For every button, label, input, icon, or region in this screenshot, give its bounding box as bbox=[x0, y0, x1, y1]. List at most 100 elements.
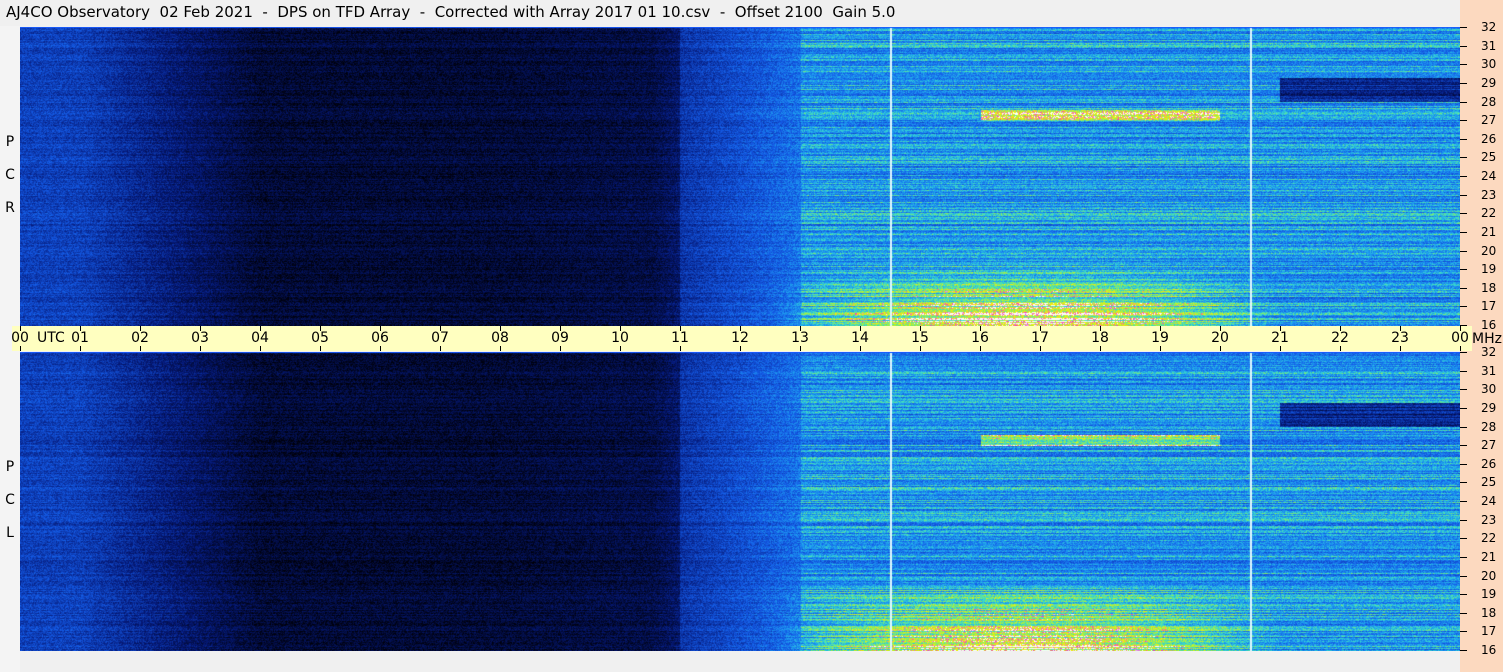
y-tick-mark bbox=[1460, 325, 1467, 326]
x-tick-mark bbox=[1220, 326, 1221, 331]
x-tick-mark bbox=[1100, 346, 1101, 351]
y-tick-label: 17 bbox=[1481, 299, 1497, 314]
x-tick-label: 04 bbox=[251, 330, 269, 346]
x-tick-mark bbox=[80, 346, 81, 351]
y-tick-label: 18 bbox=[1481, 605, 1497, 620]
y-tick-label: 24 bbox=[1481, 494, 1497, 508]
y-tick-label: 21 bbox=[1481, 549, 1497, 564]
y-tick-label: 30 bbox=[1481, 382, 1497, 397]
y-tick-label: 23 bbox=[1481, 512, 1497, 527]
y-tick-mark bbox=[1460, 250, 1467, 252]
x-tick-label: 07 bbox=[431, 330, 449, 346]
y-tick-mark bbox=[1460, 306, 1467, 308]
x-tick-mark bbox=[620, 326, 621, 331]
y-tick-label: 28 bbox=[1481, 94, 1497, 109]
x-tick-mark bbox=[980, 326, 981, 331]
x-tick-mark bbox=[620, 346, 621, 351]
x-tick-mark bbox=[980, 346, 981, 351]
x-tick-label: 19 bbox=[1151, 330, 1169, 346]
x-tick-mark bbox=[1040, 326, 1041, 331]
x-tick-label: 23 bbox=[1391, 330, 1409, 346]
x-tick-mark bbox=[1400, 346, 1401, 351]
y-tick-mark bbox=[1460, 407, 1467, 409]
y-tick-label: 30 bbox=[1481, 57, 1497, 72]
y-tick-mark bbox=[1460, 482, 1467, 484]
x-tick-label: 17 bbox=[1031, 330, 1049, 346]
x-tick-mark bbox=[1400, 326, 1401, 331]
y-tick-label: 19 bbox=[1481, 262, 1497, 277]
pol-label-bottom-3: L bbox=[6, 525, 14, 541]
x-tick-mark bbox=[860, 346, 861, 351]
y-tick-label: 25 bbox=[1481, 150, 1497, 165]
y-tick-mark bbox=[1460, 352, 1467, 353]
x-tick-label: 00 bbox=[1451, 330, 1469, 346]
y-tick-mark bbox=[1460, 213, 1467, 215]
y-tick-label: 29 bbox=[1481, 400, 1497, 415]
y-tick-mark bbox=[1460, 45, 1467, 47]
y-tick-mark bbox=[1460, 82, 1467, 84]
x-tick-label: 00 bbox=[11, 330, 29, 346]
x-tick-mark bbox=[1340, 326, 1341, 331]
pol-label-bottom-2: C bbox=[5, 492, 15, 508]
x-tick-label: 02 bbox=[131, 330, 149, 346]
y-tick-label: 25 bbox=[1481, 475, 1497, 490]
y-tick-label: 20 bbox=[1481, 568, 1497, 583]
x-tick-mark bbox=[860, 326, 861, 331]
freq-unit-label: MHz bbox=[1472, 331, 1502, 347]
x-tick-label: 08 bbox=[491, 330, 509, 346]
x-tick-label: 22 bbox=[1331, 330, 1349, 346]
y-tick-label: 17 bbox=[1481, 624, 1497, 639]
y-tick-label: 16 bbox=[1481, 643, 1497, 657]
y-tick-mark bbox=[1460, 538, 1467, 540]
y-tick-label: 19 bbox=[1481, 587, 1497, 602]
x-tick-mark bbox=[500, 346, 501, 351]
y-tick-mark bbox=[1460, 445, 1467, 447]
y-tick-mark bbox=[1460, 556, 1467, 558]
x-tick-mark bbox=[1040, 346, 1041, 351]
y-tick-label: 23 bbox=[1481, 187, 1497, 202]
x-tick-mark bbox=[1460, 346, 1461, 351]
y-tick-mark bbox=[1460, 64, 1467, 66]
chart-title: AJ4CO Observatory 02 Feb 2021 - DPS on T… bbox=[6, 3, 896, 21]
x-tick-label: 12 bbox=[731, 330, 749, 346]
x-tick-mark bbox=[680, 326, 681, 331]
polarization-labels: P C R P C L bbox=[0, 26, 20, 672]
y-tick-mark bbox=[1460, 426, 1467, 428]
x-tick-mark bbox=[560, 326, 561, 331]
y-tick-label: 27 bbox=[1481, 113, 1497, 128]
y-tick-label: 16 bbox=[1481, 318, 1497, 332]
y-tick-label: 27 bbox=[1481, 438, 1497, 453]
y-tick-label: 22 bbox=[1481, 206, 1497, 221]
x-tick-label: 21 bbox=[1271, 330, 1289, 346]
pol-label-top-3: R bbox=[5, 200, 15, 216]
x-tick-label: 06 bbox=[371, 330, 389, 346]
x-tick-mark bbox=[560, 346, 561, 351]
pol-label-top-2: C bbox=[5, 167, 15, 183]
x-tick-mark bbox=[440, 326, 441, 331]
y-tick-mark bbox=[1460, 101, 1467, 103]
y-tick-mark bbox=[1460, 269, 1467, 271]
y-tick-label: 32 bbox=[1481, 345, 1497, 359]
y-tick-label: 21 bbox=[1481, 224, 1497, 239]
x-tick-mark bbox=[380, 346, 381, 351]
x-tick-mark bbox=[380, 326, 381, 331]
y-tick-label: 20 bbox=[1481, 243, 1497, 258]
x-tick-mark bbox=[1160, 346, 1161, 351]
x-tick-mark bbox=[500, 326, 501, 331]
x-tick-label: 13 bbox=[791, 330, 809, 346]
y-tick-mark bbox=[1460, 138, 1467, 140]
y-tick-mark bbox=[1460, 650, 1467, 651]
y-tick-mark bbox=[1460, 231, 1467, 233]
y-tick-mark bbox=[1460, 631, 1467, 633]
x-tick-mark bbox=[920, 346, 921, 351]
y-tick-mark bbox=[1460, 176, 1467, 177]
y-tick-label: 26 bbox=[1481, 131, 1497, 146]
y-tick-mark bbox=[1460, 594, 1467, 596]
y-tick-mark bbox=[1460, 389, 1467, 391]
y-tick-mark bbox=[1460, 120, 1467, 122]
x-tick-label: 05 bbox=[311, 330, 329, 346]
x-tick-mark bbox=[260, 326, 261, 331]
x-tick-mark bbox=[140, 326, 141, 331]
x-tick-label: 01 bbox=[71, 330, 89, 346]
x-tick-mark bbox=[140, 346, 141, 351]
